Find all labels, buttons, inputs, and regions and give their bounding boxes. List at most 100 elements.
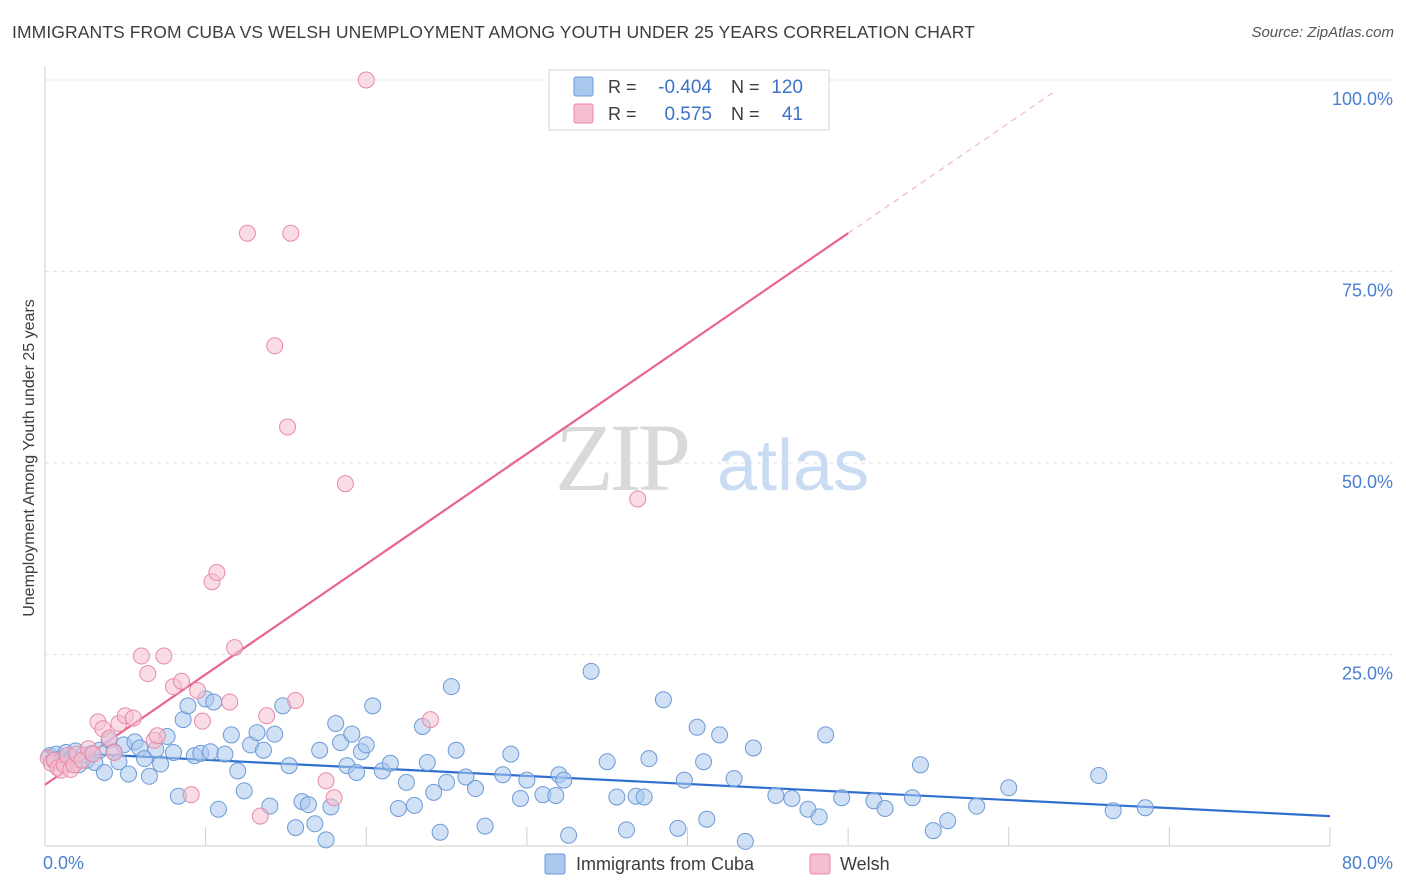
y-tick-label: 75.0%: [1342, 281, 1393, 301]
legend-row-welsh-n-label: N =: [731, 104, 760, 124]
watermark-zip: ZIP: [555, 404, 688, 511]
welsh-point: [155, 647, 173, 665]
cuba-point: [744, 739, 762, 757]
watermark: ZIP atlas: [555, 404, 869, 511]
cuba-point: [582, 662, 600, 680]
welsh-point: [226, 639, 244, 657]
cuba-point: [810, 808, 828, 826]
cuba-point: [317, 831, 335, 849]
cuba-point: [343, 725, 361, 743]
y-tick-label: 50.0%: [1342, 472, 1393, 492]
cuba-point: [229, 762, 247, 780]
legend-row-cuba-r-value: -0.404: [658, 77, 712, 98]
cuba-point: [389, 799, 407, 817]
legend-top: R = -0.404 N = 120 R = 0.575 N = 41: [548, 69, 830, 131]
welsh-point: [279, 418, 297, 436]
cuba-point: [287, 819, 305, 837]
legend-swatch-cuba: [573, 76, 594, 97]
cuba-point: [669, 819, 687, 837]
cuba-point: [711, 726, 729, 744]
cuba-point: [216, 745, 234, 763]
chart-source: Source: ZipAtlas.com: [1251, 24, 1394, 41]
cuba-point: [968, 797, 986, 815]
welsh-point: [100, 729, 118, 747]
welsh-point: [124, 709, 142, 727]
welsh-point: [317, 772, 335, 790]
welsh-point: [139, 665, 157, 683]
cuba-point: [924, 822, 942, 840]
cuba-point: [425, 783, 443, 801]
welsh-point: [357, 71, 375, 89]
y-tick-label: 25.0%: [1342, 664, 1393, 684]
cuba-point: [248, 724, 266, 742]
welsh-point: [182, 786, 200, 804]
y-tick-label: 100.0%: [1332, 89, 1393, 109]
welsh-trend-extension: [847, 89, 1058, 234]
trend-layer: [44, 89, 1331, 818]
y-axis-label: Unemployment Among Youth under 25 years: [21, 299, 38, 617]
cuba-point: [654, 691, 672, 709]
cuba-point: [136, 750, 154, 768]
welsh-point: [148, 727, 166, 745]
cuba-point: [348, 763, 366, 781]
welsh-point: [193, 712, 211, 730]
cuba-point: [418, 754, 436, 772]
cuba-point: [447, 741, 465, 759]
cuba-point: [381, 754, 399, 772]
cuba-point: [280, 757, 298, 775]
cuba-point: [876, 799, 894, 817]
cuba-point: [1136, 799, 1154, 817]
legend-bottom-swatch-cuba: [544, 853, 566, 875]
cuba-point: [431, 823, 449, 841]
legend-swatch-welsh: [573, 103, 594, 124]
cuba-point: [222, 726, 240, 744]
cuba-point: [555, 771, 573, 789]
welsh-point: [189, 682, 207, 700]
cuba-point: [1090, 767, 1108, 785]
welsh-point: [258, 707, 276, 725]
cuba-point: [476, 817, 494, 835]
welsh-point: [132, 647, 150, 665]
cuba-point: [511, 790, 529, 808]
cuba-point: [518, 771, 536, 789]
cuba-point: [939, 812, 957, 830]
cuba-point: [833, 789, 851, 807]
cuba-point: [209, 800, 227, 818]
cuba-point: [438, 773, 456, 791]
cuba-point: [152, 755, 170, 773]
axis-layer: 25.0% 50.0% 75.0% 100.0% 0.0% 80.0%: [43, 66, 1393, 873]
cuba-point: [560, 826, 578, 844]
welsh-point: [238, 224, 256, 242]
cuba-point: [165, 744, 182, 762]
cuba-point: [903, 789, 921, 807]
welsh-point: [422, 711, 439, 729]
legend-row-cuba-n-value: 120: [771, 77, 803, 98]
welsh-point: [336, 475, 354, 493]
cuba-point: [397, 773, 415, 791]
cuba-point: [299, 796, 317, 814]
watermark-atlas: atlas: [717, 426, 869, 506]
cuba-point: [783, 790, 801, 808]
cuba-point: [598, 753, 616, 771]
cuba-point: [179, 697, 197, 715]
cuba-point: [311, 741, 329, 759]
legend-row-welsh-n-value: 41: [782, 104, 803, 125]
cuba-point: [608, 788, 626, 806]
welsh-point: [221, 693, 239, 711]
cuba-point: [120, 765, 138, 783]
legend-bottom-label-cuba: Immigrants from Cuba: [576, 854, 755, 874]
legend-bottom-label-welsh: Welsh: [840, 854, 890, 874]
chart-title: IMMIGRANTS FROM CUBA VS WELSH UNEMPLOYME…: [12, 22, 975, 42]
legend-bottom: Immigrants from Cuba Welsh: [544, 853, 890, 875]
cuba-point: [817, 726, 835, 744]
welsh-point: [629, 490, 647, 508]
legend-row-cuba-n-label: N =: [731, 77, 760, 97]
welsh-point: [251, 807, 269, 825]
cuba-point: [457, 768, 475, 786]
cuba-point: [266, 725, 284, 743]
welsh-point: [287, 691, 305, 709]
cuba-point: [405, 796, 423, 814]
cuba-point: [357, 736, 375, 754]
cuba-point: [767, 786, 785, 804]
